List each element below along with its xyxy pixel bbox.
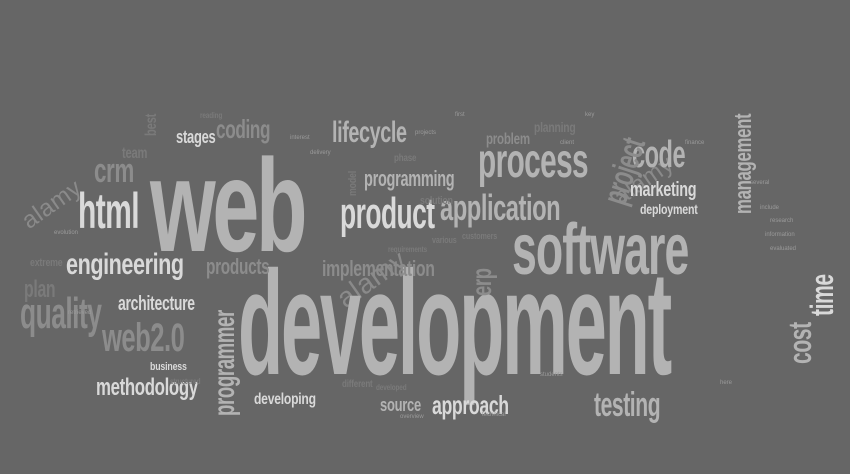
word-time: time: [804, 274, 840, 316]
filler-word: evaluated: [770, 246, 797, 252]
filler-word: overview: [400, 414, 424, 420]
word-planning: planning: [534, 119, 576, 135]
filler-word: key: [585, 112, 595, 118]
word-structured: structured: [170, 377, 201, 386]
word-various: various: [432, 235, 457, 245]
word-stages: stages: [176, 127, 216, 147]
word-business: business: [150, 361, 187, 373]
word-deployment: deployment: [640, 201, 698, 217]
filler-word: several: [750, 180, 770, 186]
word-customers: customers: [462, 231, 498, 241]
word-engineering: engineering: [66, 248, 184, 281]
filler-word: retrieved: [68, 310, 92, 316]
filler-word: delivery: [310, 150, 331, 156]
word-cost: cost: [782, 322, 818, 364]
filler-word: information: [765, 232, 795, 238]
word-crm: crm: [94, 152, 134, 190]
word-software: software: [512, 210, 689, 290]
word-plan: plan: [24, 276, 56, 303]
word-developing: developing: [254, 391, 316, 408]
word-solution: solution: [420, 195, 453, 207]
word-developed: developed: [376, 383, 407, 392]
word-programming: programming: [364, 166, 455, 191]
word-products: products: [206, 254, 270, 279]
filler-word: finance: [685, 140, 705, 146]
word-methodology: methodology: [96, 374, 198, 401]
word-source: source: [380, 395, 421, 415]
word-web: web: [150, 132, 308, 279]
word-approach: approach: [432, 390, 509, 420]
word-reading: reading: [200, 111, 223, 120]
word-application: application: [440, 187, 561, 228]
filler-word: students: [540, 372, 563, 378]
filler-word: evolution: [54, 230, 79, 236]
filler-word: technical: [482, 412, 506, 418]
filler-word: first: [455, 112, 465, 118]
word-testing: testing: [594, 386, 661, 424]
filler-word: here: [720, 380, 733, 386]
word-erp: erp: [466, 268, 497, 296]
watermark-left: alamy: [16, 174, 87, 235]
filler-word: research: [770, 218, 794, 224]
filler-word: client: [560, 140, 575, 146]
word-lifecycle: lifecycle: [332, 116, 407, 149]
word-process: process: [478, 135, 589, 188]
word-extreme: extreme: [30, 257, 63, 269]
word-code: code: [632, 134, 686, 176]
filler-word: interest: [290, 135, 310, 141]
word-implementation: implementation: [322, 256, 435, 281]
word-marketing: marketing: [630, 179, 697, 201]
word-development: development: [238, 241, 672, 406]
word-best: best: [143, 113, 160, 136]
word-requirements: requirements: [388, 245, 428, 254]
word-problem: problem: [486, 131, 530, 148]
word-programmer: programmer: [208, 310, 241, 416]
filler-word: projects: [415, 130, 437, 136]
filler-word: include: [760, 205, 780, 211]
word-quality: quality: [20, 289, 102, 338]
word-html: html: [78, 183, 140, 239]
word-product: product: [340, 189, 435, 238]
word-coding: coding: [216, 114, 271, 144]
word-different: different: [342, 379, 373, 390]
word-team: team: [122, 145, 148, 162]
word-architecture: architecture: [118, 293, 195, 315]
word-phase: phase: [394, 153, 417, 164]
word-model: model: [347, 170, 359, 196]
word-management: management: [730, 113, 757, 214]
word-web20: web2.0: [102, 316, 185, 360]
